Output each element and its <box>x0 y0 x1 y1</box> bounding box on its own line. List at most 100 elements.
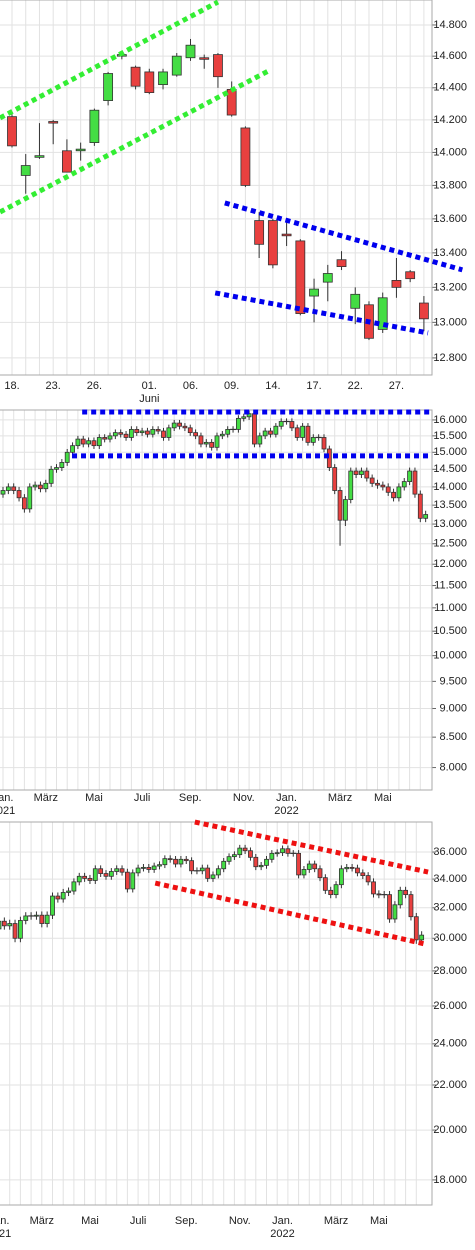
x-tick-label: Mai <box>374 792 392 804</box>
candle-body <box>189 860 195 872</box>
x-tick-label: Mai <box>370 1215 388 1227</box>
candle-body <box>167 858 173 861</box>
candle-body <box>0 490 6 495</box>
x-sublabel: 2021 <box>0 1228 11 1240</box>
candle-body <box>199 867 205 872</box>
y-tick-label: 36.000 <box>433 846 467 858</box>
y-tick-label: 30.000 <box>433 932 467 944</box>
candle-body <box>150 429 156 435</box>
candle-body <box>336 259 347 267</box>
candle-body <box>48 121 59 124</box>
candle-body <box>54 467 59 470</box>
candle-body <box>144 71 155 93</box>
x-tick-label: Mai <box>81 1215 99 1227</box>
x-tick-label: Juli <box>134 792 151 804</box>
candle-body <box>213 54 223 78</box>
y-tick-label: 8.000 <box>439 761 467 773</box>
x-tick-label: 01. <box>142 380 157 392</box>
candle-body <box>92 868 98 881</box>
candle-body <box>171 422 177 429</box>
x-tick-label: Sep. <box>175 1215 198 1227</box>
candle-body <box>219 433 225 437</box>
candle-body <box>380 484 386 488</box>
y-tick-label: 9.000 <box>439 702 467 714</box>
candle-body <box>264 858 269 866</box>
candle-body <box>322 877 328 891</box>
plot-frame <box>0 821 433 1206</box>
candle-body <box>198 435 204 445</box>
candle-body <box>278 421 284 427</box>
x-tick-label: Juli <box>130 1215 147 1227</box>
candle-body <box>258 864 264 868</box>
candle-body <box>328 889 334 896</box>
candle-body <box>237 847 243 856</box>
candle-body <box>5 486 11 491</box>
x-tick-label: 26. <box>87 380 102 392</box>
candle-body <box>273 425 279 435</box>
candle-body <box>55 895 61 900</box>
x-tick-label: März <box>30 1215 54 1227</box>
candle-body <box>141 866 146 869</box>
candle-body <box>158 71 168 86</box>
candle-body <box>344 866 350 870</box>
candle-body <box>50 895 55 916</box>
candle-body <box>371 881 376 895</box>
candle-body <box>114 868 120 872</box>
candle-body <box>401 481 407 488</box>
x-tick-label: März <box>34 792 58 804</box>
x-tick-label: Jan. <box>0 1215 9 1227</box>
candle-body <box>391 280 402 288</box>
y-tick-label: 34.000 <box>433 873 467 885</box>
candle-body <box>107 435 113 440</box>
candle-body <box>333 884 339 896</box>
candle-body <box>119 868 125 873</box>
y-tick-label: 18.000 <box>433 1174 467 1186</box>
y-tick-label: 14.200 <box>433 114 467 126</box>
candle-body <box>289 421 295 429</box>
y-tick-label: 13.600 <box>433 213 467 225</box>
candle-body <box>130 66 141 87</box>
candle-body <box>48 468 54 484</box>
candle-body <box>34 155 45 158</box>
x-tick-label: Jan. <box>0 792 13 804</box>
candle-body <box>321 437 327 450</box>
x-tick-label: 18. <box>4 380 19 392</box>
candle-body <box>225 429 231 435</box>
candle-body <box>397 889 403 906</box>
candle-body <box>413 916 419 941</box>
candle-body <box>151 865 157 870</box>
y-tick-label: 26.000 <box>433 1000 467 1012</box>
candle-body <box>281 233 292 237</box>
candle-body <box>317 868 323 879</box>
y-tick-label: 14.500 <box>433 463 467 475</box>
y-tick-label: 13.500 <box>433 499 467 511</box>
candle-body <box>301 869 307 876</box>
candle-body <box>17 920 23 939</box>
candle-body <box>300 425 306 438</box>
candle-body <box>60 892 66 900</box>
candle-body <box>312 863 318 870</box>
x-tick-label: 09. <box>224 380 239 392</box>
candle-body <box>157 864 162 867</box>
candle-body <box>252 413 257 445</box>
y-tick-label: 13.000 <box>433 316 467 328</box>
x-tick-label: März <box>328 792 352 804</box>
candle-body <box>269 852 275 860</box>
candle-body <box>359 470 364 475</box>
y-tick-label: 11.500 <box>434 579 467 591</box>
candle-body <box>248 850 253 858</box>
candle-body <box>365 875 371 883</box>
trendline <box>154 880 426 947</box>
x-tick-label: Mai <box>85 792 103 804</box>
y-tick-label: 14.400 <box>433 82 467 94</box>
candle-body <box>262 430 268 437</box>
candle-body <box>183 858 189 862</box>
candle-body <box>187 427 193 434</box>
candle-body <box>242 847 248 852</box>
plot-frame <box>0 0 433 376</box>
candle-body <box>419 934 425 941</box>
candle-body <box>403 889 409 896</box>
candle-body <box>139 430 145 434</box>
